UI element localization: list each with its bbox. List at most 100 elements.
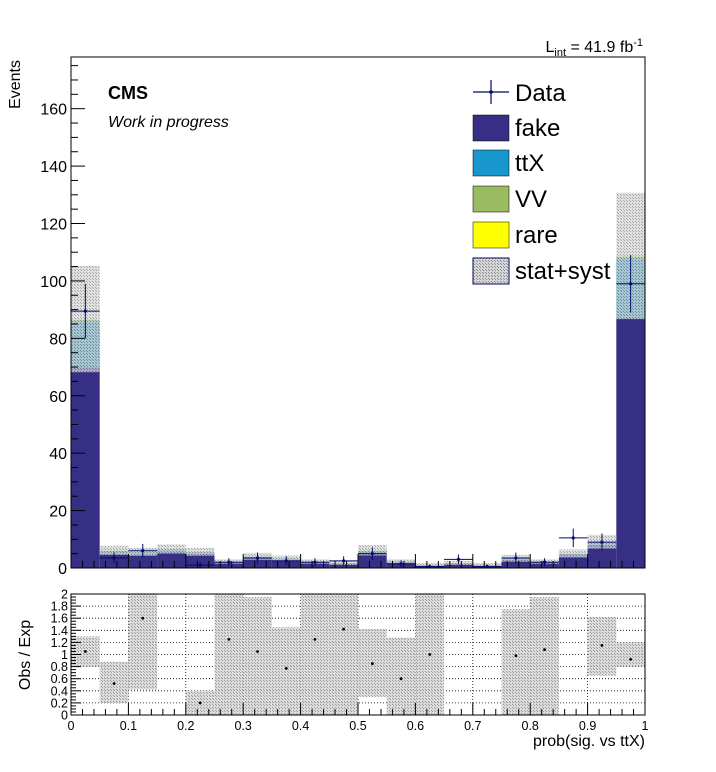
x-tick-label: 0.8 — [522, 719, 539, 733]
legend-label-rare: rare — [515, 222, 558, 249]
ratio-point-4 — [198, 701, 202, 705]
ratio-uncertainty-band — [71, 594, 645, 715]
bar-fake-15 — [501, 559, 531, 568]
unc-band-3 — [157, 544, 186, 554]
main-histogram-panel: 0 20 40 60 80 100 120 140 160 Events CMS Work in… — [7, 37, 646, 578]
ratio-x-axis-ticks: 0 0.1 0.2 0.3 0.4 0.5 0.6 0.7 0.8 0.9 1 — [68, 703, 649, 733]
data-point-6 — [243, 552, 272, 564]
ratio-point-15 — [514, 654, 518, 658]
data-point-15 — [501, 552, 531, 564]
x-tick-label: 0.5 — [349, 719, 366, 733]
x-tick-label: 0 — [68, 719, 75, 733]
legend-swatch-rare — [472, 221, 510, 249]
ratio-point-0 — [83, 650, 87, 653]
bar-fake-19 — [616, 318, 645, 568]
ratio-band-5 — [214, 594, 244, 715]
ratio-point-19 — [629, 657, 633, 661]
ratio-y-tick-label: 0.4 — [51, 684, 68, 698]
legend-swatch-vv — [472, 185, 510, 213]
bar-fake-10 — [358, 553, 387, 568]
legend-label-ttx: ttX — [515, 150, 544, 177]
data-point-8 — [300, 558, 330, 567]
data-point-19 — [616, 255, 645, 313]
bar-fake-18 — [587, 545, 617, 568]
ratio-y-axis-ticks: 00.20.40.60.811.21.41.61.82 — [51, 588, 81, 723]
ratio-y-tick-label: 1.8 — [51, 600, 68, 614]
ratio-y-tick-label: 1.4 — [51, 624, 68, 638]
ratio-point-11 — [399, 677, 403, 681]
data-point-12 — [415, 564, 445, 569]
ratio-point-2 — [141, 616, 145, 620]
x-axis-ticks-top-panel — [70, 554, 646, 568]
uncertainty-band — [71, 192, 645, 567]
y-tick-label: 120 — [40, 217, 67, 234]
ratio-band-16 — [530, 597, 559, 715]
ratio-point-16 — [543, 648, 546, 652]
ratio-point-9 — [342, 627, 346, 631]
y-axis-title: Events — [7, 60, 24, 109]
y-tick-label: 60 — [49, 389, 67, 406]
y-tick-label: 140 — [40, 159, 67, 176]
data-point-10 — [358, 547, 387, 560]
ratio-band-11 — [386, 637, 416, 715]
data-point-4 — [185, 562, 215, 568]
y-tick-label: 20 — [49, 504, 67, 521]
x-axis-title: prob(sig. vs ttX) — [533, 733, 645, 750]
luminosity-label: Lint = 41.9 fb-1 — [546, 37, 643, 59]
x-tick-label: 0.2 — [177, 719, 194, 733]
work-in-progress-label: Work in progress — [108, 114, 229, 131]
legend-label-fake: fake — [515, 115, 560, 142]
ratio-band-2 — [128, 594, 158, 690]
y-tick-label: 0 — [58, 561, 67, 578]
data-point-9 — [329, 556, 358, 566]
ratio-y-tick-label: 1 — [61, 648, 68, 662]
ratio-y-tick-label: 0.8 — [51, 660, 68, 674]
legend-swatch-ttx — [472, 149, 510, 177]
data-points — [71, 255, 645, 569]
data-point-1 — [99, 552, 129, 564]
y-axis-ticks: 0 20 40 60 80 100 120 140 160 — [40, 65, 85, 578]
ratio-panel: 00.20.40.60.811.21.41.61.82 0 0.1 0.2 0.3 0.… — [17, 588, 649, 751]
ratio-point-12 — [428, 653, 432, 656]
ratio-band-7 — [271, 627, 301, 715]
ratio-y-axis-title: Obs / Exp — [17, 620, 34, 690]
bar-fake-3 — [157, 552, 186, 568]
ratio-point-1 — [112, 682, 116, 685]
ratio-point-7 — [284, 667, 288, 670]
legend-label-stat-syst: stat+syst — [515, 258, 611, 285]
bar-fake-9 — [329, 563, 358, 568]
legend-swatch-stat-syst — [472, 257, 510, 285]
ratio-y-tick-label: 0.6 — [51, 672, 68, 686]
unc-band-17 — [558, 549, 588, 558]
ratio-band-19 — [616, 642, 645, 667]
data-point-16 — [530, 558, 559, 567]
data-point-17 — [558, 528, 588, 548]
legend-label-data: Data — [515, 80, 566, 107]
legend-label-vv: VV — [515, 186, 547, 213]
data-point-14 — [472, 564, 502, 569]
legend-entry-vv: VV — [472, 185, 547, 213]
ratio-y-tick-label: 2 — [61, 588, 68, 602]
legend-swatch-fake — [472, 114, 510, 142]
ratio-point-18 — [600, 644, 604, 647]
x-tick-label: 0.9 — [579, 719, 596, 733]
bar-fake-17 — [558, 555, 588, 568]
unc-band-4 — [185, 547, 215, 556]
stacked-histogram — [71, 255, 645, 568]
legend-entry-rare: rare — [472, 221, 558, 249]
x-tick-label: 0.6 — [407, 719, 424, 733]
data-point-11 — [386, 560, 416, 568]
bar-fake-2 — [128, 555, 158, 568]
x-tick-label: 0.7 — [464, 719, 481, 733]
bar-fake-4 — [185, 553, 215, 568]
legend-entry-data: Data — [473, 80, 566, 107]
y-tick-label: 160 — [40, 102, 67, 119]
ratio-y-tick-label: 0 — [61, 709, 68, 723]
legend-entry-fake: fake — [472, 114, 560, 142]
ratio-y-tick-label: 0.2 — [51, 696, 68, 710]
ratio-point-10 — [370, 662, 374, 665]
legend-entry-ttx: ttX — [472, 149, 544, 177]
ratio-band-15 — [501, 609, 531, 715]
ratio-point-6 — [256, 650, 259, 653]
